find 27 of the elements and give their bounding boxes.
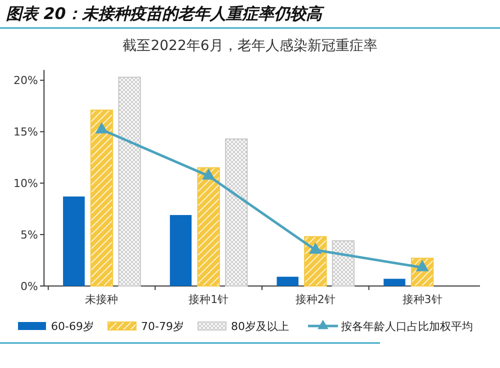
bar bbox=[384, 278, 406, 286]
bar bbox=[63, 196, 85, 286]
legend-label: 80岁及以上 bbox=[231, 320, 289, 333]
x-tick-label: 未接种 bbox=[85, 293, 118, 306]
chart-subtitle: 截至2022年6月，老年人感染新冠重症率 bbox=[122, 38, 378, 54]
y-tick-label: 15% bbox=[14, 126, 38, 139]
chart-title: 图表 20：未接种疫苗的老年人重症率仍较高 bbox=[6, 4, 325, 23]
bar bbox=[332, 240, 355, 286]
y-tick-label: 20% bbox=[14, 74, 38, 88]
point bbox=[95, 122, 108, 134]
bar bbox=[170, 215, 192, 286]
y-tick-label: 0% bbox=[20, 280, 38, 293]
x-tick-label: 接种1针 bbox=[188, 293, 229, 306]
x-tick-label: 接种2针 bbox=[295, 293, 336, 306]
point bbox=[308, 242, 322, 254]
y-tick-label: 5% bbox=[20, 228, 38, 242]
bar bbox=[197, 167, 220, 286]
legend-label: 按各年龄人口占比加权平均 bbox=[341, 320, 473, 333]
bar bbox=[276, 276, 298, 286]
x-tick-label: 接种3针 bbox=[402, 293, 442, 306]
point bbox=[202, 168, 216, 180]
legend-label: 60-69岁 bbox=[51, 320, 94, 333]
y-tick-label: 10% bbox=[14, 176, 38, 190]
bar bbox=[118, 76, 141, 286]
bar bbox=[90, 110, 114, 286]
legend-label: 70-79岁 bbox=[141, 320, 184, 333]
bar bbox=[225, 138, 248, 286]
